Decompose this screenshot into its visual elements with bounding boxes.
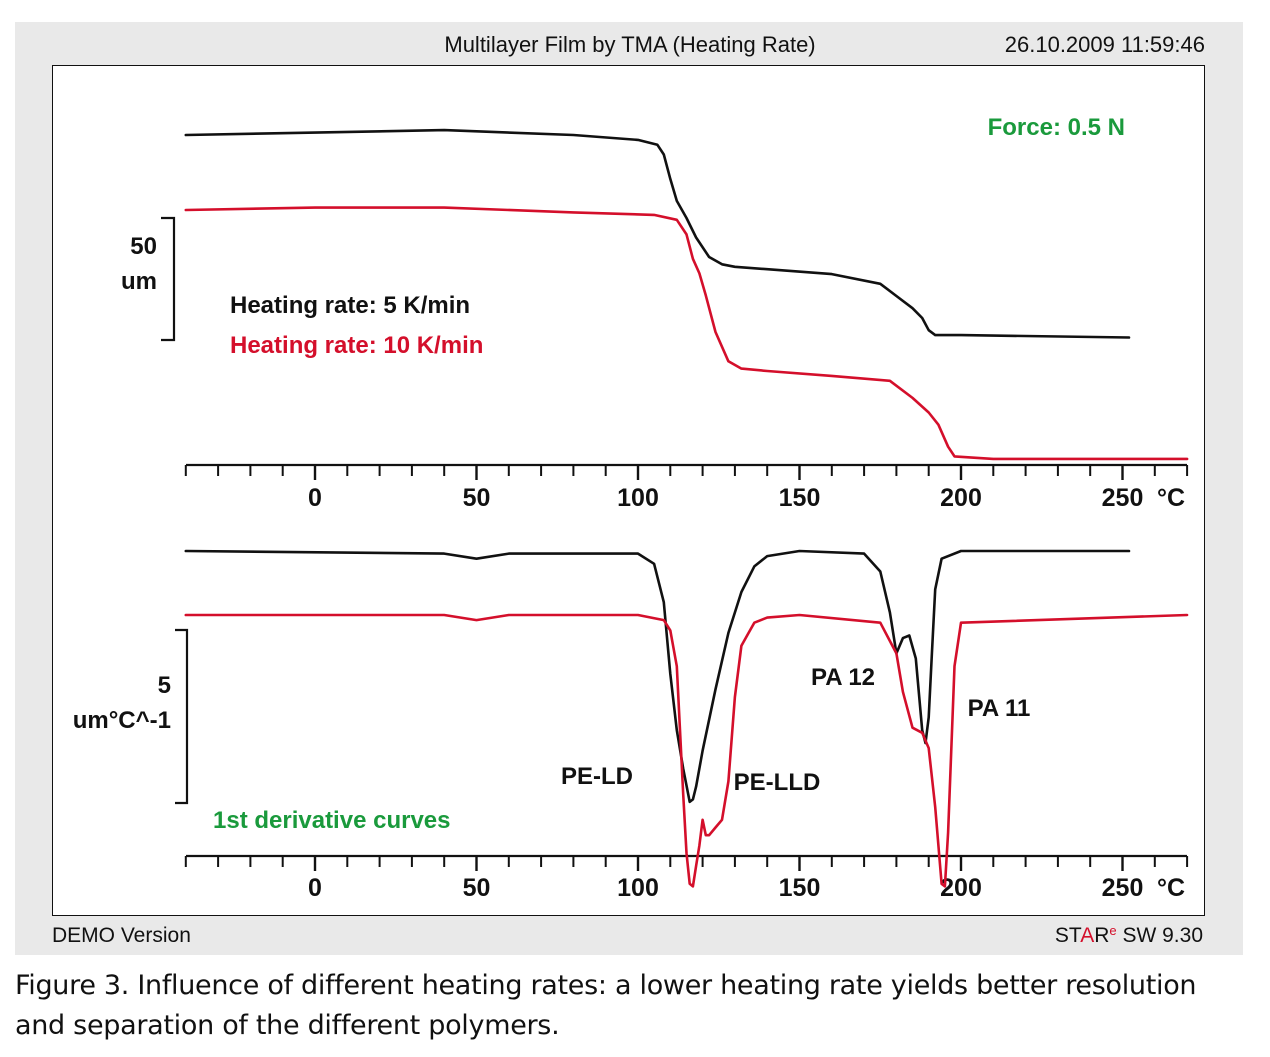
- software-star-superscript: e: [1109, 923, 1116, 938]
- legend-rate-10: Heating rate: 10 K/min: [230, 332, 483, 359]
- bottom-plot-lines: [184, 549, 1189, 888]
- series-line-rate-10: [184, 613, 1189, 888]
- bottom-x-tick-label: 0: [308, 874, 322, 902]
- bottom-x-unit-label: °C: [1157, 874, 1185, 902]
- top-x-tick-label: 250: [1102, 484, 1144, 512]
- top-scale-unit: um: [121, 268, 157, 295]
- bottom-x-tick-label: 200: [940, 874, 982, 902]
- software-star-letter: R: [1094, 924, 1109, 947]
- top-x-axis: 0 50 100 150 200 250 °C: [184, 463, 1189, 512]
- software-version: SW 9.30: [1117, 924, 1203, 947]
- top-x-tick-label: 50: [463, 484, 491, 512]
- top-scale-value: 50: [130, 233, 157, 260]
- bottom-scale-unit: um°C^-1: [73, 707, 171, 734]
- chart-title: Multilayer Film by TMA (Heating Rate): [444, 32, 815, 57]
- software-star: STAR: [1055, 924, 1109, 947]
- top-plot-lines: [184, 128, 1189, 461]
- top-scale-bar: [161, 216, 176, 342]
- peak-label-pa12: PA 12: [811, 664, 875, 691]
- software-star-letter: A: [1080, 924, 1094, 947]
- bottom-x-tick-label: 250: [1102, 874, 1144, 902]
- top-x-tick-label: 100: [617, 484, 659, 512]
- bottom-x-tick-label: 150: [779, 874, 821, 902]
- bottom-scale-bar: [175, 628, 189, 805]
- figure-caption: Figure 3. Influence of different heating…: [15, 970, 1197, 1041]
- software-star-letter: T: [1069, 924, 1082, 947]
- top-x-tick-label: 150: [779, 484, 821, 512]
- peak-label-pe-lld: PE-LLD: [734, 769, 821, 796]
- series-line-rate-10: [184, 206, 1189, 461]
- force-annotation: Force: 0.5 N: [988, 114, 1125, 141]
- plot-frame: [52, 65, 1205, 916]
- bottom-scale-value: 5: [158, 672, 171, 699]
- software-star-letter: S: [1055, 924, 1069, 947]
- derivative-annotation: 1st derivative curves: [213, 807, 450, 834]
- peak-label-pe-ld: PE-LD: [561, 763, 633, 790]
- top-x-unit-label: °C: [1157, 484, 1185, 512]
- top-x-tick-label: 0: [308, 484, 322, 512]
- software-version-label: STARe SW 9.30: [1055, 923, 1203, 948]
- bottom-x-tick-label: 50: [463, 874, 491, 902]
- series-line-rate-5: [184, 128, 1131, 339]
- legend-rate-5: Heating rate: 5 K/min: [230, 292, 470, 319]
- bottom-x-tick-label: 100: [617, 874, 659, 902]
- series-line-rate-5: [184, 549, 1131, 804]
- demo-version-label: DEMO Version: [52, 924, 191, 947]
- peak-label-pa11: PA 11: [968, 695, 1031, 722]
- timestamp: 26.10.2009 11:59:46: [1005, 32, 1205, 57]
- top-x-tick-label: 200: [940, 484, 982, 512]
